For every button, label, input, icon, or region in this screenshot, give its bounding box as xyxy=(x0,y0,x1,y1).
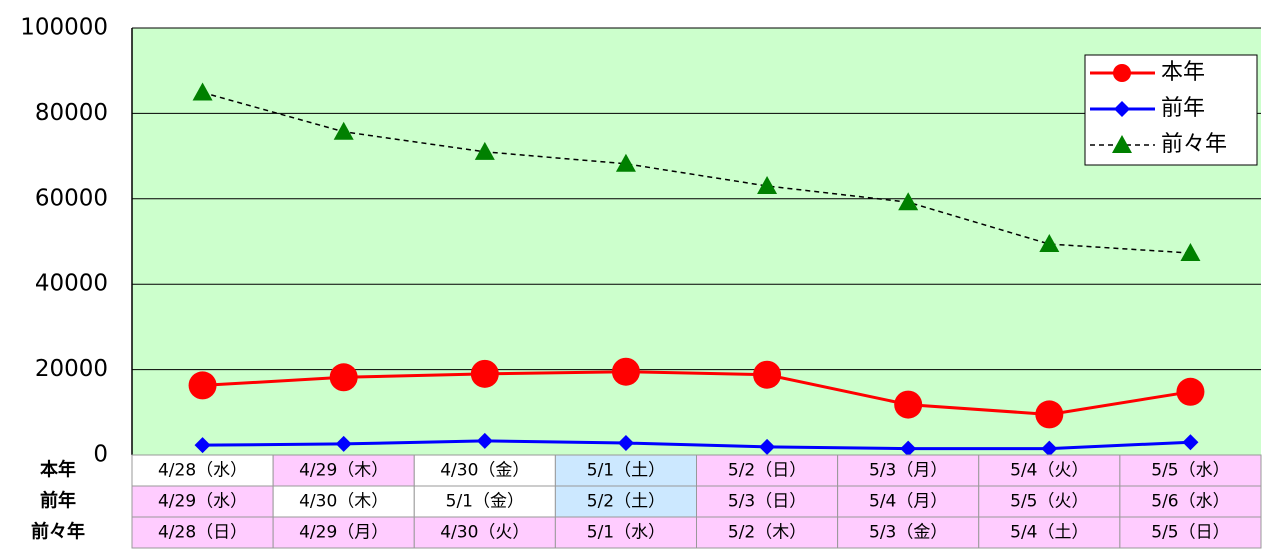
cell-text: 4/30（木） xyxy=(299,492,388,512)
plot-area xyxy=(132,28,1261,455)
table-cell xyxy=(413,516,556,549)
y-tick-label: 0 xyxy=(93,442,108,468)
table-cell xyxy=(1119,454,1262,487)
point xyxy=(615,153,636,172)
y-tick-label: 100000 xyxy=(20,15,108,41)
table-cell xyxy=(696,485,839,518)
point xyxy=(1176,377,1205,406)
point xyxy=(753,360,782,389)
cell-text: 5/1（金） xyxy=(446,492,524,512)
y-tick-label: 60000 xyxy=(35,185,108,211)
table-cell xyxy=(413,485,556,518)
table-cell xyxy=(131,516,274,549)
cell-text: 5/3（日） xyxy=(728,492,806,512)
cell-text: 5/2（土） xyxy=(587,492,665,512)
table-cell xyxy=(837,454,980,487)
point xyxy=(192,82,213,101)
point xyxy=(1041,440,1058,457)
table-cell xyxy=(272,485,415,518)
point xyxy=(757,175,778,194)
table-cell xyxy=(131,485,274,518)
cell-text: 4/28（日） xyxy=(158,523,247,543)
legend-marker xyxy=(1112,135,1132,153)
table-cell xyxy=(978,454,1121,487)
legend-label: 前々年 xyxy=(1161,132,1227,157)
row-label: 本年 xyxy=(40,459,76,481)
point xyxy=(900,440,917,457)
point xyxy=(759,438,776,455)
cell-text: 5/5（日） xyxy=(1151,523,1229,543)
cell-text: 4/30（金） xyxy=(440,461,529,481)
point xyxy=(474,141,495,160)
cell-text: 5/6（水） xyxy=(1151,492,1229,512)
series-line xyxy=(202,439,1191,451)
point xyxy=(1180,243,1201,262)
cell-text: 5/1（土） xyxy=(587,461,665,481)
cell-text: 4/29（月） xyxy=(299,523,388,543)
point xyxy=(1182,434,1199,451)
table-cell xyxy=(272,516,415,549)
cell-text: 5/4（火） xyxy=(1010,461,1088,481)
cell-text: 5/2（日） xyxy=(728,461,806,481)
cell-text: 5/4（土） xyxy=(1010,523,1088,543)
point xyxy=(894,390,923,419)
cell-text: 4/28（水） xyxy=(158,461,247,481)
point xyxy=(329,363,358,392)
cell-text: 4/29（水） xyxy=(158,492,247,512)
point xyxy=(1039,234,1060,253)
table-cell xyxy=(1119,516,1262,549)
cell-text: 5/3（金） xyxy=(869,523,947,543)
point xyxy=(194,437,211,454)
y-tick-label: 40000 xyxy=(35,271,108,297)
point xyxy=(898,192,919,211)
point xyxy=(617,435,634,452)
row-label: 前々年 xyxy=(31,521,85,543)
point xyxy=(611,357,640,386)
table-cell xyxy=(554,485,697,518)
point xyxy=(333,121,354,140)
cell-text: 5/5（水） xyxy=(1151,461,1229,481)
legend-label: 本年 xyxy=(1161,60,1205,85)
y-tick-label: 20000 xyxy=(35,356,108,382)
point xyxy=(476,432,493,449)
point xyxy=(335,435,352,452)
cell-text: 5/2（木） xyxy=(728,523,806,543)
point xyxy=(188,371,217,400)
point xyxy=(470,359,499,388)
cell-text: 5/1（水） xyxy=(587,523,665,543)
table-cell xyxy=(978,485,1121,518)
cell-text: 4/30（火） xyxy=(440,523,529,543)
table-cell xyxy=(696,516,839,549)
cell-text: 5/3（月） xyxy=(869,461,947,481)
legend-label: 前年 xyxy=(1161,96,1205,121)
cell-text: 5/4（月） xyxy=(869,492,947,512)
table-cell xyxy=(1119,485,1262,518)
cell-text: 5/5（火） xyxy=(1010,492,1088,512)
series-line xyxy=(202,91,1191,254)
table-cell xyxy=(554,454,697,487)
row-label: 前年 xyxy=(40,490,76,512)
cell-text: 4/29（木） xyxy=(299,461,388,481)
legend-marker xyxy=(1113,64,1131,82)
table-cell xyxy=(272,454,415,487)
series-line xyxy=(202,370,1191,416)
y-tick-label: 80000 xyxy=(35,100,108,126)
point xyxy=(1035,400,1064,429)
legend-marker xyxy=(1114,101,1130,117)
